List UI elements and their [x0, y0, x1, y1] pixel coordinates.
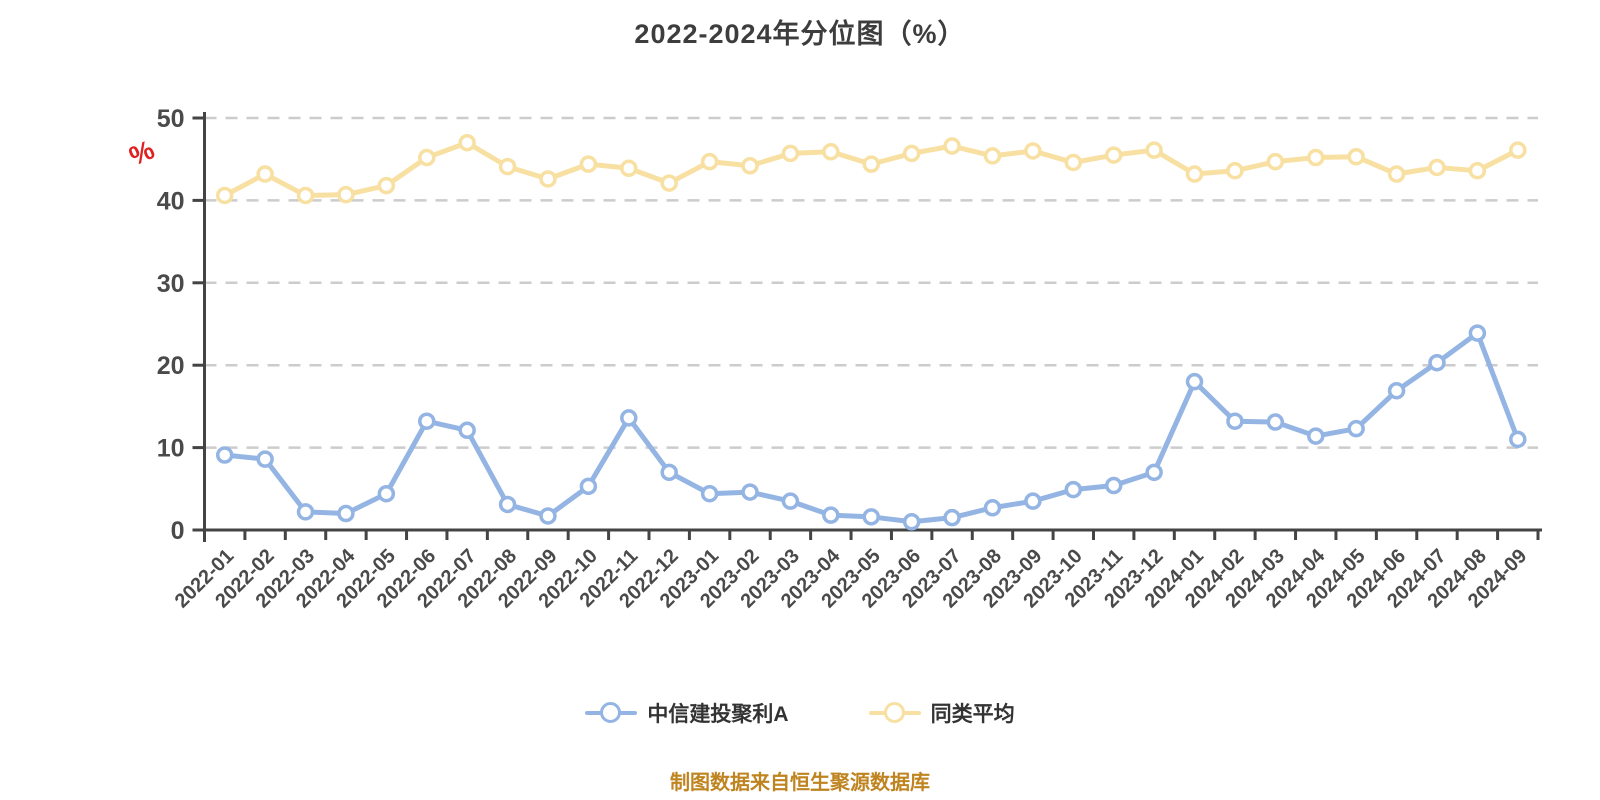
legend-label-fund: 中信建投聚利A [647, 703, 789, 726]
series-0 [215, 324, 1527, 531]
svg-text:40: 40 [157, 187, 185, 215]
legend-dot-icon [883, 702, 905, 723]
x-axis-labels: 2022-012022-022022-032022-042022-052022-… [171, 544, 1532, 612]
legend-label-category-average: 同类平均 [930, 703, 1015, 726]
legend-line-circle-icon [585, 702, 638, 724]
axes [203, 112, 1542, 542]
svg-text:0: 0 [171, 517, 185, 545]
legend-dot-icon [600, 702, 622, 723]
x-axis-ticks [203, 530, 1540, 540]
svg-text:50: 50 [157, 105, 185, 133]
legend-item-category-average[interactable]: 同类平均 [868, 698, 1015, 728]
data-source-caption: 制图数据来自恒生聚源数据库 [670, 772, 930, 794]
svg-text:20: 20 [157, 352, 185, 380]
svg-text:30: 30 [157, 270, 185, 298]
y-axis-labels: 0 10 20 30 40 50 [157, 105, 205, 545]
chart-legend: 中信建投聚利A 同类平均 [0, 698, 1600, 728]
svg-text:10: 10 [157, 435, 185, 463]
chart-title: 2022-2024年分位图（%） [634, 19, 966, 49]
legend-item-fund[interactable]: 中信建投聚利A [585, 698, 789, 728]
legend-line-circle-icon [868, 702, 921, 724]
series-1 [215, 133, 1527, 205]
